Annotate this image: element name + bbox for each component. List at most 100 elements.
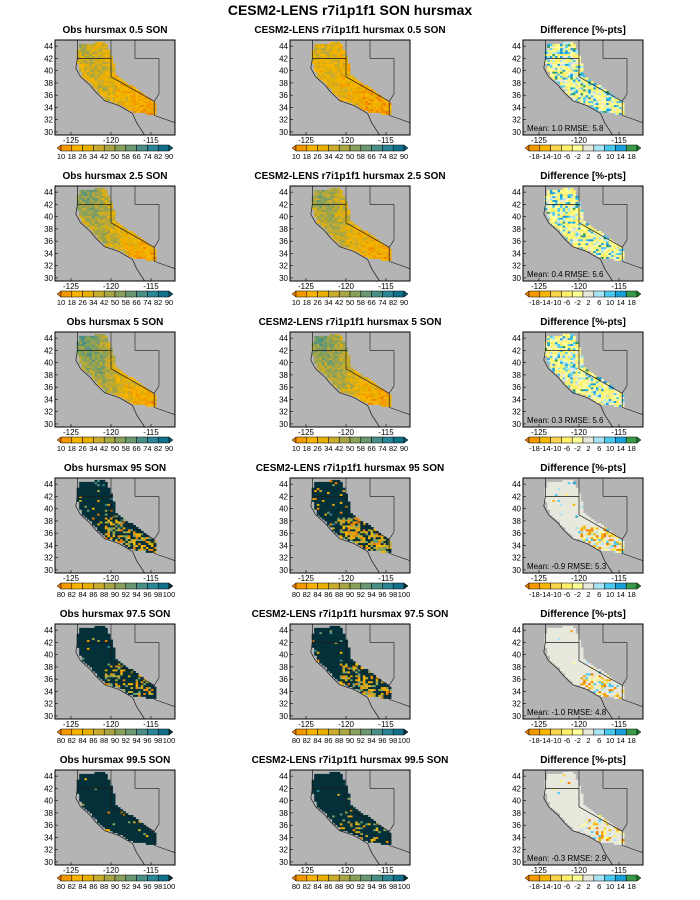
data-cell [621,102,625,106]
data-cell [76,51,80,55]
data-cell [570,187,574,191]
data-cell [329,81,333,84]
data-cell [334,49,338,53]
lat-tick-label: 34 [44,103,53,112]
data-cell [122,100,126,104]
data-cell [79,67,83,70]
data-cell [104,229,108,232]
data-cell [327,47,330,51]
colorbar-tick-label: -6 [563,152,570,161]
data-cell [143,102,147,106]
data-cell [355,87,359,90]
data-cell [567,65,571,68]
data-cell [580,98,584,102]
colorbar-tick-label: 14 [617,298,625,307]
data-cell [572,85,576,88]
data-cell [375,92,379,96]
data-cell [339,49,343,53]
data-cell [99,333,103,337]
data-cell [120,94,124,98]
data-cell [125,100,129,104]
data-cell [86,55,90,58]
data-cell [130,100,134,104]
data-cell [357,96,361,100]
colorbar-box [561,144,573,152]
data-cell [125,238,129,242]
data-cell [337,67,341,70]
data-cell [104,77,108,80]
data-cell [125,248,129,252]
data-cell [570,65,574,68]
colorbar-tick-label: 90 [165,444,173,453]
data-cell [122,238,126,242]
data-cell [567,81,571,84]
data-cell [588,100,592,104]
colorbar-tick-label: 34 [89,152,97,161]
data-cell [112,98,116,102]
lat-tick-label: 30 [279,274,288,283]
data-cell [383,98,387,102]
data-cell [117,90,121,94]
data-cell [575,71,579,74]
data-cell [102,75,106,78]
data-cell [552,47,556,51]
data-cell [334,333,338,337]
data-cell [580,79,584,82]
data-cell [590,104,594,108]
data-cell [127,236,131,240]
data-cell [316,65,320,68]
plot-frame [289,39,411,136]
data-cell [324,65,328,68]
data-cell [355,371,359,374]
data-cell [138,104,142,108]
data-cell [595,85,599,88]
data-cell [588,81,592,84]
data-cell [590,102,594,106]
stats-label: Mean: 0.3 RMSE: 5.6 [527,416,604,425]
data-cell [329,75,333,78]
data-cell [127,90,131,94]
data-cell [138,252,142,255]
data-cell [122,373,126,376]
data-cell [319,77,323,80]
data-cell [107,79,111,82]
data-cell [385,106,389,109]
data-cell [127,102,131,106]
data-cell [148,110,152,113]
lat-tick-label: 34 [44,395,53,404]
data-cell [99,45,103,49]
colorbar-tick-label: 42 [100,298,108,307]
data-cell [334,69,338,72]
data-cell [332,71,336,74]
data-cell [321,73,325,76]
data-cell [324,81,328,84]
data-cell [130,244,134,248]
data-cell [97,81,101,84]
data-cell [345,90,348,94]
state-border [545,58,623,116]
data-cell [140,238,144,242]
data-cell [117,229,121,232]
data-cell [378,102,382,106]
data-cell [122,248,126,252]
data-cell [89,45,93,49]
data-cell [104,94,108,98]
data-cell [350,85,354,88]
data-cell [133,236,136,240]
data-cell [140,106,144,109]
data-cell [339,57,343,60]
colorbar-tick-label: 82 [154,298,162,307]
data-cell [99,231,103,234]
data-cell [94,85,98,88]
data-cell [135,250,139,254]
data-cell [552,63,556,66]
lon-tick-label: -125 [63,136,80,145]
data-cell [133,250,136,254]
data-cell [107,63,111,66]
data-cell [143,96,147,100]
data-cell [560,47,563,51]
lat-tick-label: 36 [279,91,288,100]
data-cell [347,71,351,74]
lat-tick-label: 42 [44,200,53,209]
colorbar-tick-label: -10 [551,298,562,307]
